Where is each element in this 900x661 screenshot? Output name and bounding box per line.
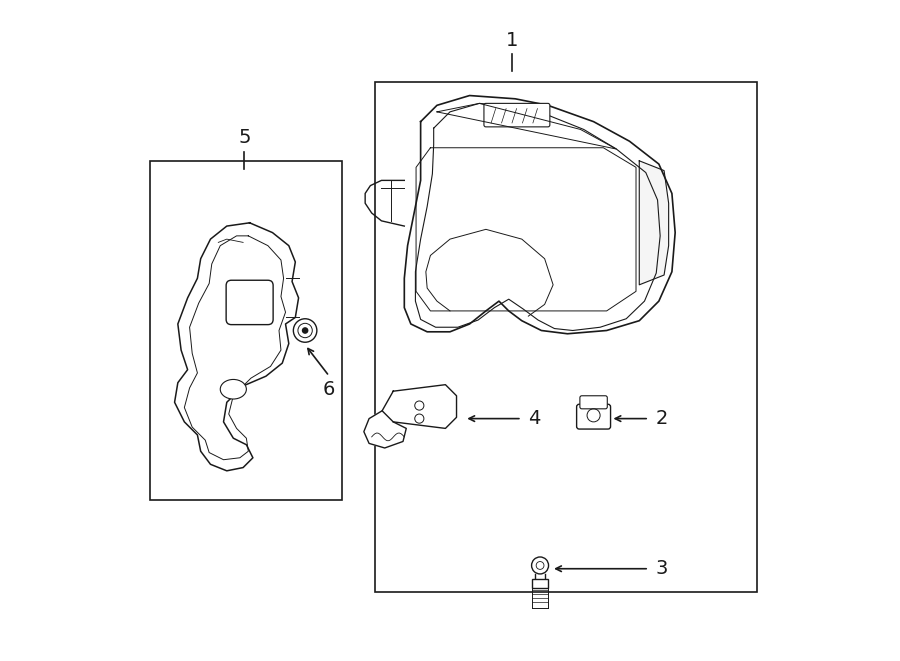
Text: 5: 5 bbox=[238, 128, 251, 147]
Bar bbox=[149, 161, 342, 500]
Polygon shape bbox=[382, 385, 456, 428]
Text: 6: 6 bbox=[323, 379, 336, 399]
Polygon shape bbox=[364, 410, 406, 448]
Text: 4: 4 bbox=[528, 409, 541, 428]
Text: 2: 2 bbox=[655, 409, 668, 428]
Circle shape bbox=[302, 328, 308, 333]
FancyBboxPatch shape bbox=[484, 103, 550, 127]
Polygon shape bbox=[175, 223, 299, 471]
Polygon shape bbox=[639, 161, 669, 285]
Text: 3: 3 bbox=[655, 559, 668, 578]
Text: 1: 1 bbox=[506, 30, 518, 50]
FancyBboxPatch shape bbox=[580, 396, 608, 408]
Bar bbox=[375, 83, 757, 592]
Bar bbox=[532, 578, 548, 588]
FancyBboxPatch shape bbox=[226, 280, 273, 325]
FancyBboxPatch shape bbox=[577, 405, 610, 429]
Polygon shape bbox=[404, 96, 675, 334]
Ellipse shape bbox=[220, 379, 247, 399]
